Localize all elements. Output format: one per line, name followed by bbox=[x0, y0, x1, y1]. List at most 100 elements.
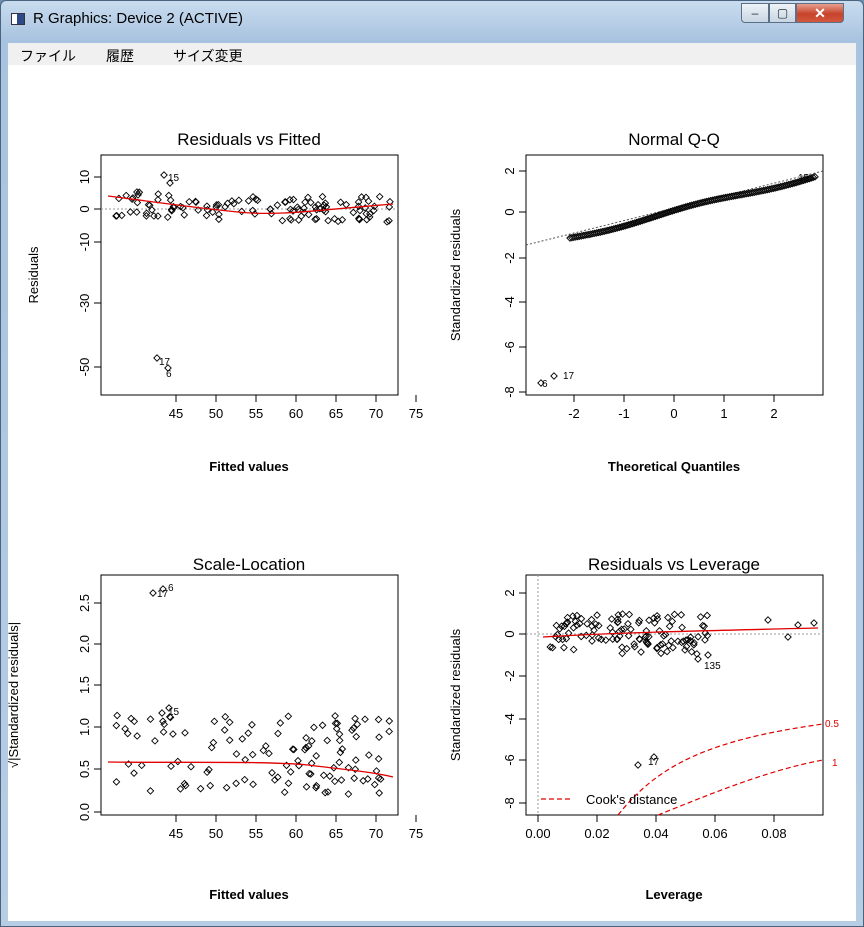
sl-ytick-label: 1.0 bbox=[77, 718, 92, 736]
rvl-point bbox=[696, 613, 705, 621]
qq-point bbox=[642, 215, 650, 224]
minimize-button[interactable]: – bbox=[741, 3, 769, 23]
qq-point bbox=[773, 183, 781, 192]
sl-point bbox=[351, 756, 360, 764]
qq-point bbox=[550, 372, 558, 380]
rvl-point bbox=[571, 617, 580, 626]
rvl-point bbox=[653, 611, 661, 620]
sl-point bbox=[209, 738, 218, 747]
rvl-xtick-label: 0.06 bbox=[702, 826, 727, 841]
sl-point bbox=[232, 750, 241, 758]
rvl-point bbox=[663, 647, 671, 656]
rvf-point bbox=[366, 210, 374, 218]
qq-point bbox=[625, 220, 633, 229]
rvf-point bbox=[163, 213, 172, 222]
sl-point bbox=[232, 779, 240, 788]
sl-xtick-label: 65 bbox=[329, 826, 343, 841]
sl-point bbox=[351, 765, 360, 774]
sl-point bbox=[151, 737, 159, 745]
sl-point bbox=[335, 758, 344, 767]
sl-ylabel: √|Standardized residuals| bbox=[8, 622, 21, 768]
rvl-point bbox=[682, 642, 691, 651]
menu-resize[interactable]: サイズ変更 bbox=[173, 48, 243, 64]
sl-xlabel: Fitted values bbox=[209, 887, 288, 902]
rvf-point bbox=[349, 208, 358, 217]
sl-point bbox=[181, 781, 190, 790]
qq-point bbox=[807, 174, 816, 182]
rvf-frame bbox=[100, 154, 399, 396]
rvf-point bbox=[166, 179, 174, 187]
sl-point bbox=[133, 732, 141, 740]
sl-point bbox=[130, 769, 138, 777]
sl-point bbox=[302, 743, 310, 752]
sl-xtick-label: 60 bbox=[289, 826, 303, 841]
sl-point bbox=[375, 733, 383, 741]
qq-point bbox=[640, 216, 648, 224]
qq-point bbox=[670, 206, 679, 215]
sl-title: Scale-Location bbox=[193, 555, 305, 574]
sl-point bbox=[169, 730, 177, 738]
sl-point bbox=[353, 720, 362, 729]
rvl-point bbox=[642, 627, 651, 635]
sl-point bbox=[248, 720, 256, 729]
sl-point bbox=[348, 726, 356, 735]
rvf-point bbox=[185, 197, 194, 206]
rvl-point bbox=[590, 626, 598, 635]
sl-point bbox=[146, 787, 155, 795]
rvf-xtick-label: 75 bbox=[409, 406, 423, 421]
sl-label-15: 15 bbox=[168, 707, 180, 718]
rvl-point bbox=[655, 627, 664, 635]
plot-canvas: Residuals vs Fitted Fitted values Residu… bbox=[6, 65, 856, 921]
rvl-point bbox=[624, 619, 632, 628]
qq-point bbox=[693, 199, 702, 208]
menu-history[interactable]: 履歴 bbox=[106, 48, 134, 64]
sl-ytick-label: 0.0 bbox=[77, 803, 92, 821]
panel-residuals-vs-fitted: Residuals vs Fitted Fitted values Residu… bbox=[26, 130, 423, 474]
close-button[interactable]: ✕ bbox=[796, 3, 844, 23]
rvl-point bbox=[601, 636, 610, 645]
rvf-point bbox=[355, 214, 363, 223]
rvl-point bbox=[649, 614, 658, 622]
qq-point bbox=[626, 220, 635, 229]
rvl-smooth-line bbox=[542, 627, 819, 638]
rvf-ytick-label: 10 bbox=[77, 170, 92, 184]
rvl-legend-label: Cook's distance bbox=[586, 792, 677, 807]
qq-point bbox=[809, 173, 817, 182]
sl-point bbox=[238, 735, 247, 743]
qq-xtick-label: -1 bbox=[618, 406, 630, 421]
title-bar[interactable]: R Graphics: Device 2 (ACTIVE) – ▢ ✕ bbox=[1, 1, 863, 41]
sl-point bbox=[374, 754, 383, 763]
qq-point bbox=[685, 201, 694, 210]
menu-file[interactable]: ファイル bbox=[20, 48, 76, 64]
rvl-point bbox=[563, 619, 571, 627]
rvf-xtick-label: 45 bbox=[169, 406, 183, 421]
rvf-point bbox=[321, 199, 330, 207]
rvl-point bbox=[661, 630, 670, 639]
rvl-point bbox=[618, 610, 627, 618]
maximize-button[interactable]: ▢ bbox=[769, 3, 796, 23]
qq-point bbox=[771, 184, 779, 192]
rvf-point bbox=[203, 202, 211, 211]
rvl-point bbox=[703, 611, 712, 620]
rvl-point bbox=[703, 631, 712, 640]
sl-point bbox=[305, 769, 314, 778]
rvf-point bbox=[281, 198, 290, 206]
qq-point bbox=[604, 226, 612, 235]
sl-point bbox=[112, 778, 121, 786]
sl-xtick-label: 50 bbox=[209, 826, 223, 841]
sl-point bbox=[286, 768, 295, 776]
panel-residuals-vs-leverage: Residuals vs Leverage Leverage Standardi… bbox=[448, 555, 839, 902]
qq-point bbox=[645, 214, 654, 223]
sl-ytick-label: 1.5 bbox=[77, 676, 92, 694]
qq-point bbox=[638, 216, 647, 225]
qq-point bbox=[792, 178, 800, 187]
sl-frame bbox=[100, 574, 399, 816]
rvf-point bbox=[229, 199, 238, 208]
rvf-point bbox=[266, 205, 275, 214]
qq-point bbox=[778, 182, 787, 191]
rvl-point bbox=[686, 636, 695, 645]
rvf-point bbox=[148, 206, 156, 214]
rvl-point bbox=[664, 613, 672, 622]
rvf-point bbox=[142, 212, 151, 220]
